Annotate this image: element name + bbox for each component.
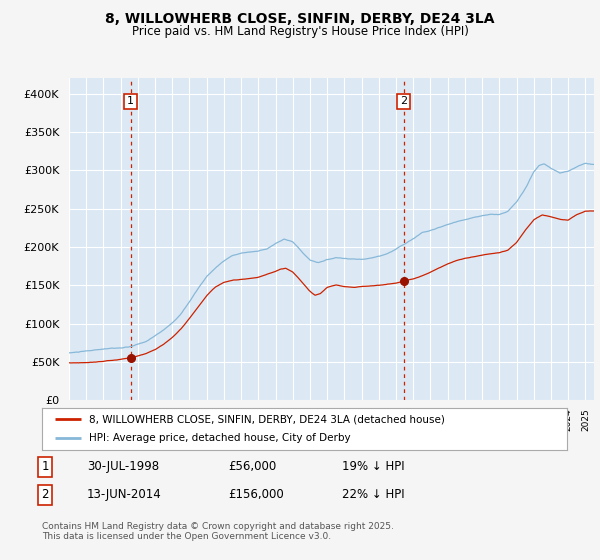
Text: £156,000: £156,000 [228, 488, 284, 501]
Text: 2: 2 [41, 488, 49, 501]
Text: 8, WILLOWHERB CLOSE, SINFIN, DERBY, DE24 3LA: 8, WILLOWHERB CLOSE, SINFIN, DERBY, DE24… [105, 12, 495, 26]
Text: 1: 1 [41, 460, 49, 473]
Text: 13-JUN-2014: 13-JUN-2014 [87, 488, 162, 501]
Text: HPI: Average price, detached house, City of Derby: HPI: Average price, detached house, City… [89, 433, 351, 444]
Text: 8, WILLOWHERB CLOSE, SINFIN, DERBY, DE24 3LA (detached house): 8, WILLOWHERB CLOSE, SINFIN, DERBY, DE24… [89, 414, 445, 424]
Text: 1: 1 [127, 96, 134, 106]
Text: Price paid vs. HM Land Registry's House Price Index (HPI): Price paid vs. HM Land Registry's House … [131, 25, 469, 38]
Text: 30-JUL-1998: 30-JUL-1998 [87, 460, 159, 473]
Text: 2: 2 [400, 96, 407, 106]
Text: £56,000: £56,000 [228, 460, 276, 473]
Text: Contains HM Land Registry data © Crown copyright and database right 2025.
This d: Contains HM Land Registry data © Crown c… [42, 522, 394, 542]
Text: 22% ↓ HPI: 22% ↓ HPI [342, 488, 404, 501]
Text: 19% ↓ HPI: 19% ↓ HPI [342, 460, 404, 473]
